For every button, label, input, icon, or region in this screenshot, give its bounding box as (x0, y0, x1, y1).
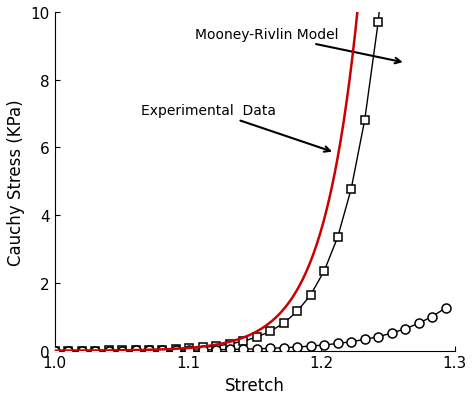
Text: Mooney-Rivlin Model: Mooney-Rivlin Model (195, 28, 401, 64)
Text: Experimental  Data: Experimental Data (141, 104, 330, 152)
X-axis label: Stretch: Stretch (225, 376, 285, 394)
Y-axis label: Cauchy Stress (KPa): Cauchy Stress (KPa) (7, 99, 25, 265)
